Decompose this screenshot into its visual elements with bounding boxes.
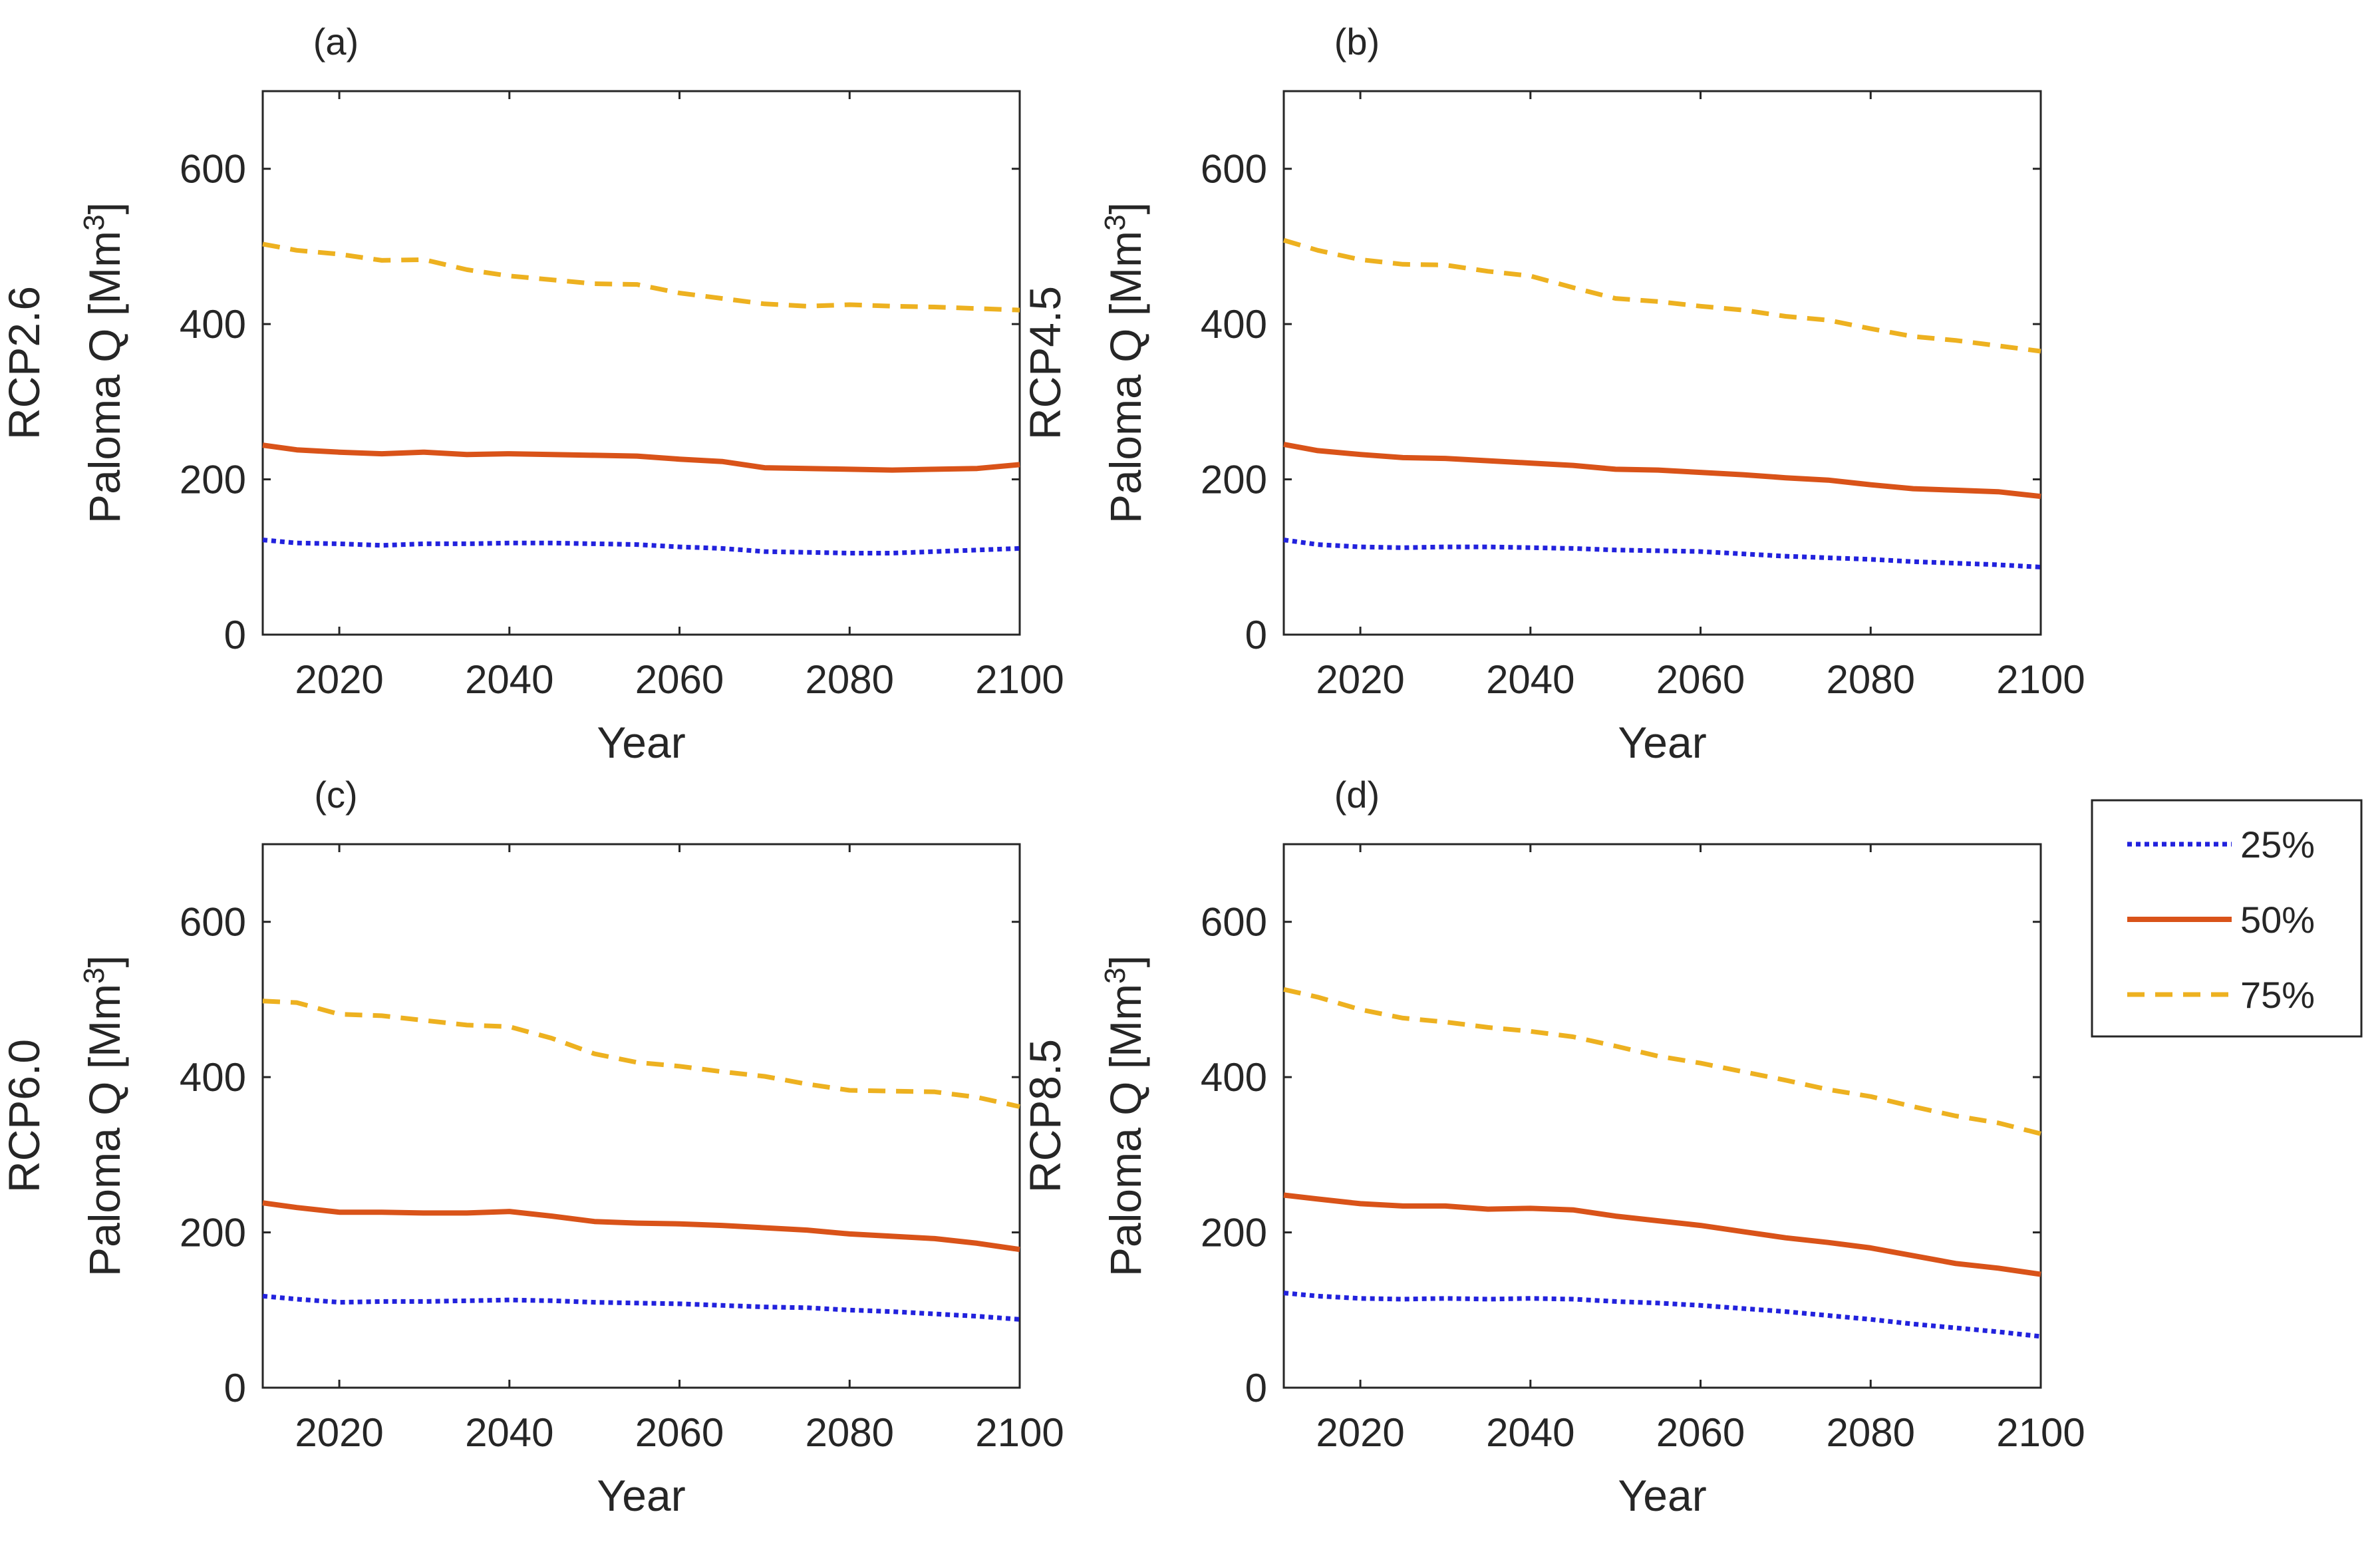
y-tick-label: 400	[180, 1055, 246, 1100]
panel-c: 2020 2040 2060 2080 2100 0 200 400 600 Year Paloma…	[0, 774, 1064, 1520]
x-tick-label: 2080	[1827, 1410, 1915, 1455]
x-tick-label: 2020	[295, 1410, 383, 1455]
y-axis-title-superscript: 3	[78, 214, 110, 230]
x-tick-label: 2080	[806, 657, 894, 702]
y-tick-label: 400	[1201, 302, 1267, 347]
y-tick-label: 600	[180, 147, 246, 192]
scenario-label: RCP8.5	[1020, 1039, 1070, 1193]
y-axis-title-bracket: ]	[1101, 202, 1150, 214]
plot-area	[261, 843, 1021, 1389]
y-axis-title-superscript: 3	[1099, 214, 1131, 230]
x-tick-label: 2060	[635, 1410, 724, 1455]
x-tick-label: 2100	[975, 1410, 1064, 1455]
y-tick-label: 0	[224, 1366, 246, 1410]
x-axis-title: Year	[597, 718, 685, 767]
y-tick-label: 200	[1201, 1211, 1267, 1255]
x-tick-label: 2020	[1316, 1410, 1404, 1455]
series-line-50pct	[1283, 442, 2041, 500]
y-tick-label: 200	[1201, 458, 1267, 502]
y-tick-label: 200	[180, 458, 246, 502]
y-tick-label: 200	[180, 1211, 246, 1255]
legend: 25% 50% 75%	[2091, 799, 2363, 1038]
y-tick-label: 600	[1201, 900, 1267, 945]
y-tick-label: 400	[180, 302, 246, 347]
y-tick-label: 400	[1201, 1055, 1267, 1100]
series-line-25pct	[1283, 538, 2041, 569]
x-tick-label: 2060	[1656, 657, 1745, 702]
x-tick-label: 2080	[1827, 657, 1915, 702]
y-tick-label: 600	[1201, 147, 1267, 192]
x-tick-label: 2040	[1486, 1410, 1574, 1455]
x-tick-label: 2060	[635, 657, 724, 702]
x-tick-label: 2020	[1316, 657, 1404, 702]
x-tick-label: 2040	[465, 657, 553, 702]
panel-label: (b)	[1334, 21, 1380, 63]
y-axis-title-main: Paloma Q [Mm	[80, 984, 129, 1277]
y-tick-label: 0	[1245, 1366, 1267, 1410]
y-axis-title: Paloma Q [Mm3]	[1099, 955, 1150, 1277]
scenario-label: RCP2.6	[0, 286, 49, 440]
x-tick-label: 2080	[806, 1410, 894, 1455]
y-axis-title-main: Paloma Q [Mm	[1101, 231, 1150, 524]
x-axis-title: Year	[597, 1471, 685, 1520]
y-axis-title: Paloma Q [Mm3]	[78, 202, 129, 524]
y-axis-title: Paloma Q [Mm3]	[78, 955, 129, 1277]
x-tick-label: 2100	[975, 657, 1064, 702]
y-axis-title-main: Paloma Q [Mm	[80, 231, 129, 524]
y-axis-title-superscript: 3	[1099, 967, 1131, 983]
series-line-75pct	[1283, 237, 2041, 354]
scenario-label: RCP4.5	[1020, 286, 1070, 440]
y-axis-title-bracket: ]	[80, 202, 129, 214]
series-line-75pct	[1283, 987, 2041, 1136]
y-axis-title-main: Paloma Q [Mm	[1101, 984, 1150, 1277]
y-tick-label: 0	[224, 613, 246, 657]
scenario-label: RCP6.0	[0, 1039, 49, 1193]
x-axis-title: Year	[1618, 718, 1706, 767]
legend-label: 75%	[2240, 974, 2315, 1016]
series-line-25pct	[262, 1293, 1020, 1322]
panel-label: (a)	[313, 21, 359, 63]
x-tick-label: 2100	[1996, 1410, 2085, 1455]
y-axis-title: Paloma Q [Mm3]	[1099, 202, 1150, 524]
series-line-50pct	[262, 442, 1020, 473]
panel-b: 2020 2040 2060 2080 2100 0 200 400 600 Year Paloma…	[1020, 21, 2085, 767]
series-line-50pct	[1283, 1192, 2041, 1277]
x-tick-label: 2040	[465, 1410, 553, 1455]
panel-d: 2020 2040 2060 2080 2100 0 200 400 600 Year Paloma…	[1020, 774, 2085, 1520]
y-axis-title-bracket: ]	[1101, 955, 1150, 967]
series-line-75pct	[262, 999, 1020, 1109]
legend-label: 50%	[2240, 899, 2315, 941]
x-tick-label: 2020	[295, 657, 383, 702]
panel-label: (d)	[1334, 774, 1380, 816]
y-tick-label: 0	[1245, 613, 1267, 657]
x-tick-label: 2060	[1656, 1410, 1745, 1455]
plot-area	[1282, 843, 2042, 1389]
y-axis-title-superscript: 3	[78, 967, 110, 983]
x-axis-title: Year	[1618, 1471, 1706, 1520]
y-axis-title-bracket: ]	[80, 955, 129, 967]
panel-a: 2020 2040 2060 2080 2100 0 200 400 600 Year Paloma…	[0, 21, 1064, 767]
plot-area	[261, 90, 1021, 636]
series-line-25pct	[1283, 1291, 2041, 1339]
plot-area	[1282, 90, 2042, 636]
legend-label: 25%	[2240, 824, 2315, 865]
x-tick-label: 2100	[1996, 657, 2085, 702]
panel-label: (c)	[314, 774, 357, 816]
series-line-25pct	[262, 538, 1020, 555]
y-tick-label: 600	[180, 900, 246, 945]
x-tick-label: 2040	[1486, 657, 1574, 702]
series-line-75pct	[262, 241, 1020, 313]
series-line-50pct	[262, 1200, 1020, 1253]
